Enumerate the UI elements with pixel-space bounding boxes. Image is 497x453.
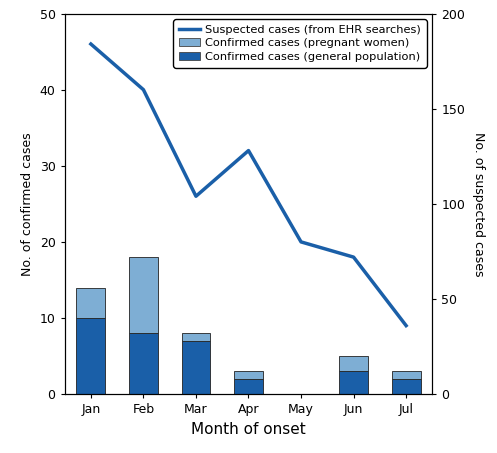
Bar [392,379,420,394]
Bar [129,257,158,333]
Bar [181,341,210,394]
Bar [181,333,210,341]
Bar [339,371,368,394]
Bar [77,288,105,318]
Bar [392,371,420,379]
Y-axis label: No. of suspected cases: No. of suspected cases [472,132,485,276]
X-axis label: Month of onset: Month of onset [191,422,306,437]
Bar [339,356,368,371]
Bar [77,318,105,394]
Legend: Suspected cases (from EHR searches), Confirmed cases (pregnant women), Confirmed: Suspected cases (from EHR searches), Con… [173,19,427,67]
Bar [234,371,263,379]
Y-axis label: No. of confirmed cases: No. of confirmed cases [21,132,34,276]
Bar [234,379,263,394]
Bar [129,333,158,394]
